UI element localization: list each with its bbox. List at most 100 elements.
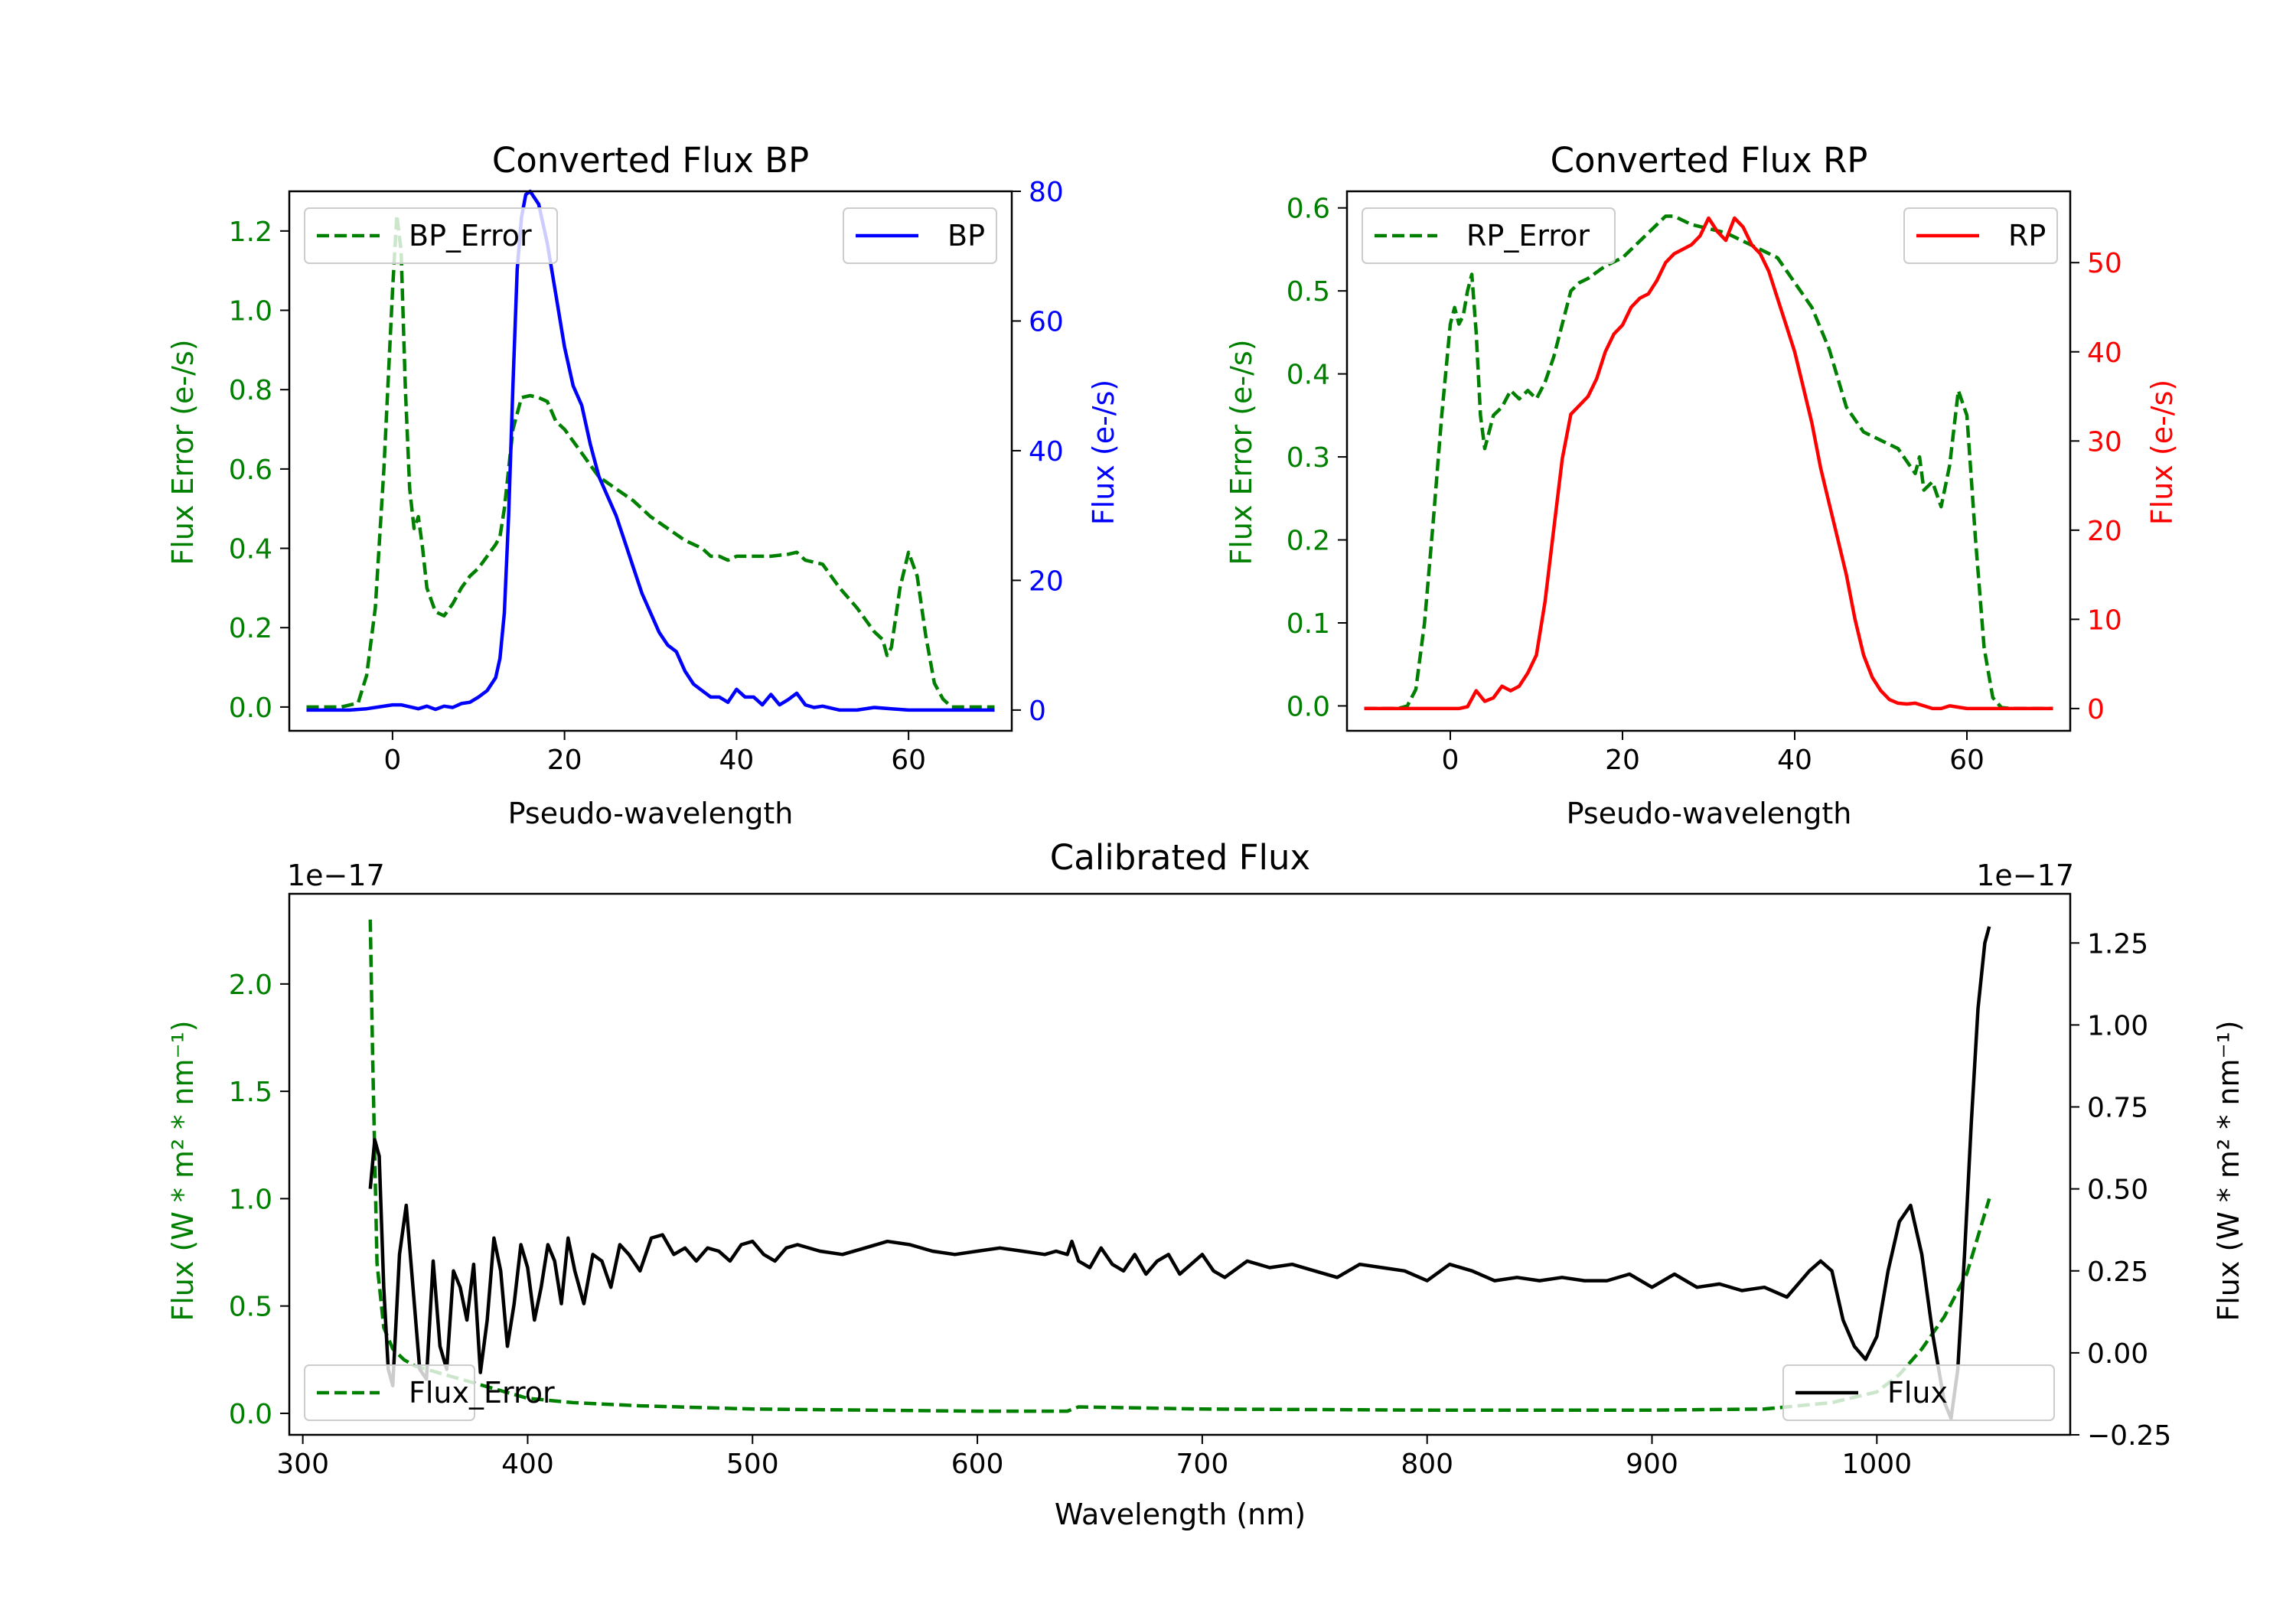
bp-ylabel-left: Flux Error (e-/s)	[166, 339, 200, 565]
calibrated-panel: Calibrated Flux Wavelength (nm) 1e−17 1e…	[166, 837, 2245, 1531]
calibrated-xtick-label: 600	[951, 1449, 1004, 1480]
calibrated-ytick-left-label: 0.5	[229, 1292, 272, 1323]
calibrated-title: Calibrated Flux	[1050, 837, 1310, 878]
rp-ytick-left-label: 0.6	[1287, 194, 1330, 225]
rp-legend-box	[1903, 207, 2058, 264]
bp-ytick-left-label: 1.2	[229, 217, 272, 248]
rp-ylabel-right: Flux (e-/s)	[2145, 380, 2179, 525]
bp-legend-bp-error: BP_Error	[304, 207, 558, 264]
bp-legend-bp: BP	[843, 207, 997, 264]
calibrated-legend-label: Flux	[1887, 1376, 1948, 1410]
calibrated-xtick-label: 1000	[1842, 1449, 1913, 1480]
rp-ytick-left-label: 0.1	[1287, 608, 1330, 640]
bp-legend-box	[304, 207, 558, 264]
bp-ytick-left-label: 1.0	[229, 296, 272, 328]
rp-ytick-left-label: 0.5	[1287, 276, 1330, 308]
bp-series-bp-line	[306, 189, 995, 712]
rp-xtick-label: 20	[1605, 745, 1640, 776]
bp-ylabel-right: Flux (e-/s)	[1087, 380, 1120, 525]
bp-ytick-left-label: 0.8	[229, 375, 272, 406]
rp-ytick-left-label: 0.3	[1287, 442, 1330, 474]
rp-ytick-right-label: 0	[2087, 694, 2105, 725]
calibrated-xtick-label: 300	[276, 1449, 329, 1480]
calibrated-legend-flux: Flux	[1782, 1364, 2055, 1421]
bp-legend-label: BP	[947, 219, 985, 253]
calibrated-xtick-label: 800	[1401, 1449, 1453, 1480]
bp-series-bp-error-line	[306, 213, 995, 709]
bp-xtick-label: 20	[547, 745, 582, 776]
rp-plot-area: 0 20 40 60 0.0 0.1 0.2 0.3 0.4 0.5 0.6 0 10 20 30 40 50 R…	[1287, 190, 2122, 776]
calibrated-legend-flux-error: Flux_Error	[304, 1364, 555, 1421]
calibrated-axes-frame	[288, 892, 2072, 1436]
calibrated-ytick-right-label: 0.75	[2087, 1093, 2148, 1124]
rp-ytick-right-label: 20	[2087, 516, 2122, 547]
calibrated-xtick-label: 400	[501, 1449, 554, 1480]
bp-axes-frame	[288, 190, 1013, 732]
calibrated-legend-box	[304, 1364, 475, 1421]
rp-legend-rp: RP	[1903, 207, 2058, 264]
calibrated-ytick-left-label: 0.0	[229, 1399, 272, 1430]
rp-ytick-right-label: 50	[2087, 248, 2122, 279]
bp-ytick-left-label: 0.4	[229, 534, 272, 566]
rp-legend-rp-error: RP_Error	[1362, 207, 1616, 264]
bp-xtick-label: 60	[891, 745, 926, 776]
rp-ytick-left-label: 0.2	[1287, 526, 1330, 557]
calibrated-offset-left: 1e−17	[287, 859, 385, 892]
bp-xlabel: Pseudo-wavelength	[508, 797, 794, 830]
calibrated-offset-right: 1e−17	[1976, 859, 2074, 892]
rp-axes-frame	[1345, 190, 2072, 732]
rp-legend-label: RP_Error	[1466, 219, 1590, 253]
calibrated-ytick-right-label: 0.25	[2087, 1257, 2148, 1288]
calibrated-ytick-left-label: 1.5	[229, 1077, 272, 1108]
rp-legend-label: RP	[2008, 219, 2046, 253]
calibrated-xtick-label: 500	[726, 1449, 779, 1480]
calibrated-ytick-right-label: −0.25	[2087, 1420, 2171, 1452]
bp-legend-box	[843, 207, 997, 264]
bp-ytick-right-label: 40	[1029, 436, 1064, 468]
calibrated-legend-box	[1782, 1364, 2055, 1421]
calibrated-ytick-right-label: 1.00	[2087, 1010, 2148, 1041]
calibrated-xtick-label: 900	[1626, 1449, 1678, 1480]
calibrated-series-flux-error-line	[368, 919, 1991, 1413]
calibrated-legend-label: Flux_Error	[409, 1376, 555, 1410]
rp-series-rp-error-line	[1364, 214, 2053, 710]
rp-panel: Converted Flux RP Pseudo-wavelength Flux…	[1225, 140, 2179, 830]
calibrated-ytick-right-label: 0.50	[2087, 1175, 2148, 1206]
rp-xtick-label: 60	[1949, 745, 1985, 776]
rp-series-rp-line	[1364, 216, 2053, 711]
bp-title: Converted Flux BP	[492, 140, 809, 181]
bp-xtick-label: 40	[719, 745, 754, 776]
bp-ytick-left-label: 0.0	[229, 693, 272, 724]
rp-ytick-right-label: 40	[2087, 337, 2122, 369]
rp-ylabel-left: Flux Error (e-/s)	[1225, 339, 1258, 565]
bp-xtick-label: 0	[383, 745, 401, 776]
calibrated-ytick-left-label: 1.0	[229, 1184, 272, 1215]
rp-xlabel: Pseudo-wavelength	[1567, 797, 1852, 830]
rp-xtick-label: 0	[1442, 745, 1459, 776]
bp-ytick-right-label: 60	[1029, 306, 1064, 337]
rp-xtick-label: 40	[1777, 745, 1812, 776]
bp-ytick-right-label: 80	[1029, 177, 1064, 208]
bp-legend-label: BP_Error	[409, 219, 532, 253]
bp-ytick-left-label: 0.6	[229, 455, 272, 486]
calibrated-xtick-label: 700	[1176, 1449, 1229, 1480]
calibrated-ytick-left-label: 2.0	[229, 970, 272, 1001]
rp-ytick-right-label: 10	[2087, 605, 2122, 636]
calibrated-ytick-right-label: 1.25	[2087, 928, 2148, 960]
calibrated-series-flux-line	[368, 926, 1991, 1420]
calibrated-plot-area: 300 400 500 600 700 800 900 1000 0.0 0.5 1.0 1.5 2.0…	[229, 892, 2171, 1480]
bp-plot-area: 0 20 40 60 0.0 0.2 0.4 0.6 0.8 1.0 1.2 0 20 40 60 80 BP_…	[229, 177, 1064, 776]
rp-ytick-left-label: 0.0	[1287, 691, 1330, 722]
bp-ytick-right-label: 20	[1029, 566, 1064, 597]
calibrated-ylabel-left: Flux (W * m² * nm⁻¹)	[166, 1020, 200, 1321]
bp-ytick-left-label: 0.2	[229, 613, 272, 644]
calibrated-ytick-right-label: 0.00	[2087, 1338, 2148, 1370]
rp-ytick-left-label: 0.4	[1287, 360, 1330, 391]
bp-ytick-right-label: 0	[1029, 696, 1046, 727]
calibrated-xlabel: Wavelength (nm)	[1055, 1498, 1306, 1531]
rp-title: Converted Flux RP	[1551, 140, 1868, 181]
calibrated-ylabel-right: Flux (W * m² * nm⁻¹)	[2212, 1020, 2245, 1321]
rp-ytick-right-label: 30	[2087, 426, 2122, 458]
